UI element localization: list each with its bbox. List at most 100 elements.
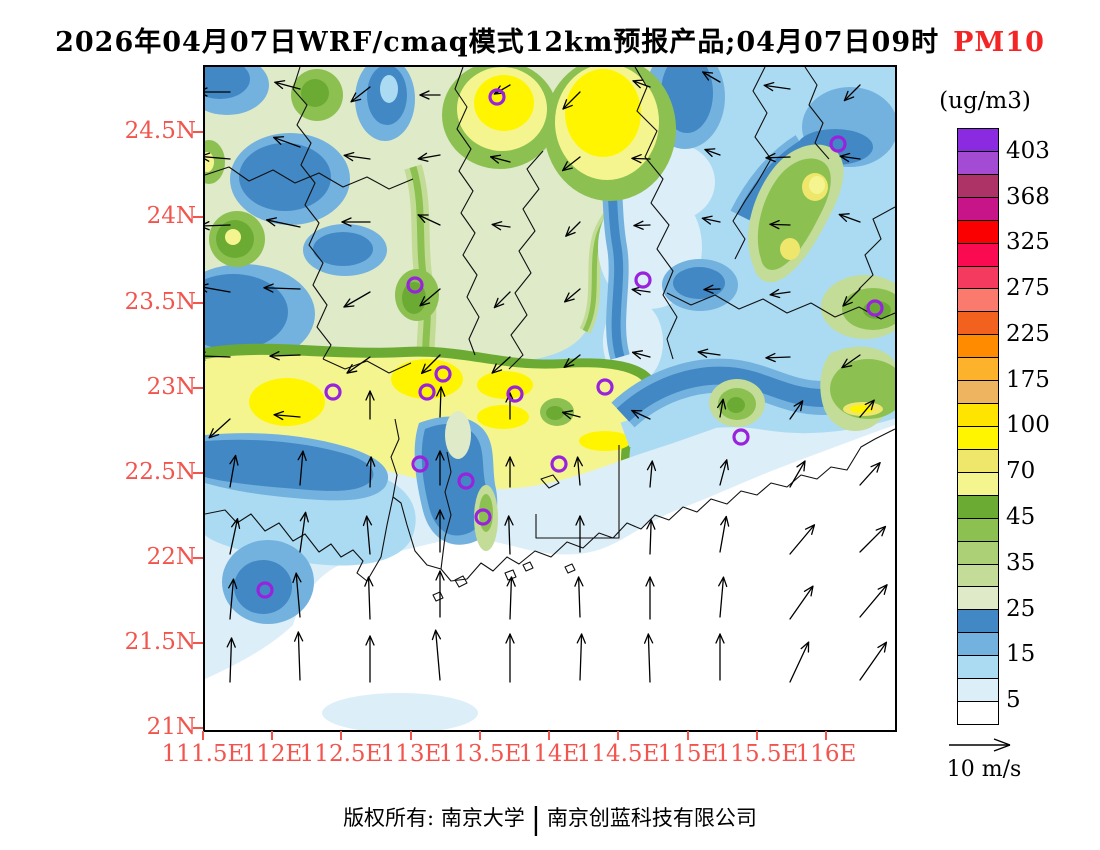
- wind-arrow: [631, 350, 651, 360]
- wind-arrow: [719, 459, 729, 486]
- y-tick-label: 23.5N: [124, 289, 196, 315]
- wind-arrow: [859, 399, 875, 418]
- colorbar-cell: [958, 448, 998, 472]
- wind-arrow: [504, 515, 514, 555]
- wind-arrow: [697, 348, 721, 358]
- y-tick: [193, 557, 203, 559]
- colorbar-cell: [958, 288, 998, 312]
- x-tick: [479, 731, 481, 740]
- y-tick-label: 24N: [146, 203, 196, 229]
- colorbar-cell: [958, 540, 998, 564]
- x-tick-label: 115.5E: [715, 741, 799, 767]
- x-tick: [340, 731, 342, 740]
- wind-arrow: [702, 71, 721, 83]
- wind-arrow: [703, 284, 721, 294]
- wind-arrow: [842, 288, 861, 307]
- y-tick-label: 22.5N: [124, 459, 196, 485]
- wind-arrow: [365, 635, 375, 683]
- wind-arrow: [417, 214, 441, 226]
- y-tick: [193, 387, 203, 389]
- station-markers-layer: [256, 88, 884, 599]
- x-tick: [548, 731, 550, 740]
- wind-arrow: [576, 633, 586, 681]
- x-tick-label: 114E: [518, 741, 580, 767]
- y-tick-label: 23N: [146, 374, 196, 400]
- wind-arrow: [293, 631, 304, 681]
- station-marker: [596, 378, 614, 396]
- colorbar-tick-label: 175: [1006, 367, 1050, 393]
- wind-arrow: [273, 136, 301, 148]
- wind-arrow: [633, 220, 651, 230]
- wind-arrow: [715, 633, 725, 681]
- colorbar: [957, 128, 999, 725]
- wind-arrow: [763, 82, 791, 92]
- wind-arrow: [701, 215, 721, 225]
- maritime-inset-box: [535, 445, 620, 539]
- wind-arrow: [364, 576, 374, 620]
- wind-arrow: [350, 86, 371, 103]
- wind-arrow: [205, 283, 231, 293]
- colorbar-tick-label: 225: [1006, 321, 1050, 347]
- wind-arrow: [789, 400, 804, 420]
- y-tick: [193, 302, 203, 304]
- station-marker: [474, 508, 492, 526]
- wind-arrow: [266, 217, 301, 228]
- wind-arrow: [420, 354, 441, 375]
- colorbar-cell: [958, 357, 998, 381]
- colorbar-cell: [958, 129, 998, 151]
- wind-arrow: [436, 386, 446, 418]
- station-marker: [634, 271, 652, 289]
- x-tick: [825, 731, 827, 740]
- station-marker: [406, 276, 424, 294]
- colorbar-cell: [958, 678, 998, 702]
- wind-arrow: [346, 356, 371, 374]
- wind-arrow: [859, 641, 888, 681]
- colorbar-cell: [958, 219, 998, 243]
- station-marker: [506, 385, 524, 403]
- colorbar-cell: [958, 471, 998, 495]
- colorbar-cell: [958, 632, 998, 656]
- wind-arrow: [562, 156, 581, 172]
- wind-arrow: [719, 515, 730, 553]
- wind-arrow: [573, 456, 583, 486]
- colorbar-tick-label: 35: [1006, 550, 1036, 576]
- colorbar-tick-label: 275: [1006, 275, 1050, 301]
- x-tick: [410, 731, 412, 740]
- colorbar-cell: [958, 173, 998, 197]
- colorbar-cell: [958, 609, 998, 633]
- x-tick: [756, 731, 758, 740]
- wind-arrow: [631, 154, 651, 164]
- station-marker: [434, 365, 452, 383]
- x-tick-label: 113.5E: [438, 741, 522, 767]
- wind-arrow: [431, 629, 442, 681]
- colorbar-tick-label: 5: [1006, 687, 1021, 713]
- wind-arrow: [341, 217, 371, 227]
- wind-scale-arrow: [949, 738, 1011, 752]
- x-tick-label: 112E: [241, 741, 303, 767]
- y-tick: [193, 131, 203, 133]
- colorbar-tick-label: 45: [1006, 504, 1036, 530]
- wind-arrow: [505, 633, 515, 683]
- wind-arrow: [490, 154, 511, 164]
- wind-arrow: [565, 221, 581, 237]
- wind-arrow: [435, 509, 445, 553]
- wind-arrow: [274, 80, 301, 90]
- wind-arrow: [491, 221, 511, 231]
- figure-title: 2026年04月07日WRF/cmaq模式12km预报产品;04月07日09时 P…: [0, 20, 1100, 59]
- wind-arrow: [645, 576, 655, 620]
- y-tick: [193, 472, 203, 474]
- wind-arrow: [561, 410, 581, 420]
- wind-arrow: [419, 288, 441, 307]
- wind-arrow: [765, 352, 791, 363]
- wind-arrows-layer: [205, 71, 888, 683]
- wind-arrow: [365, 390, 375, 420]
- x-tick: [271, 731, 273, 740]
- x-tick-label: 113E: [380, 741, 442, 767]
- wind-arrow: [859, 525, 887, 553]
- x-tick: [687, 731, 689, 740]
- x-tick-label: 114.5E: [576, 741, 660, 767]
- colorbar-unit-label: (ug/m3): [939, 88, 1031, 114]
- x-tick-label: 112.5E: [299, 741, 383, 767]
- colorbar-cell: [958, 586, 998, 610]
